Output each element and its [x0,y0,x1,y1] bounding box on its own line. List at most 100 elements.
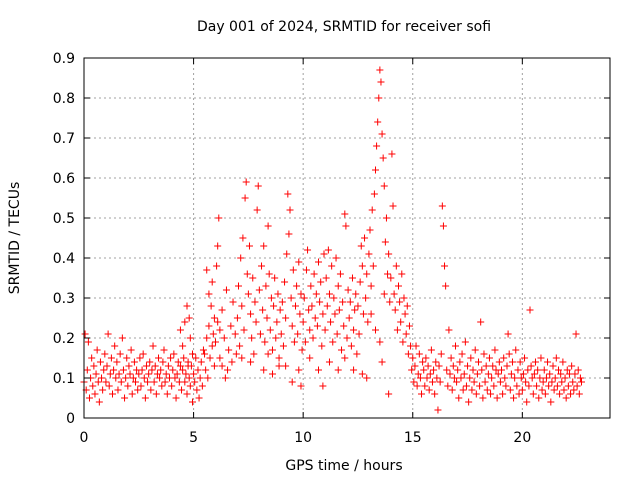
data-point [145,370,153,378]
data-point [289,266,297,274]
data-point [436,378,444,386]
data-point [213,262,221,270]
data-point [425,386,433,394]
data-point [350,366,358,374]
data-point [564,382,572,390]
data-point [184,362,192,370]
data-point [370,190,378,198]
x-tick-label: 10 [294,430,312,446]
data-point [238,302,246,310]
data-point [270,302,278,310]
data-point [521,354,529,362]
data-point [395,282,403,290]
data-point [441,262,449,270]
data-point [506,386,514,394]
data-point [286,206,294,214]
data-point [393,326,401,334]
data-point [141,394,149,402]
data-point [214,318,222,326]
y-tick-label: 0.3 [53,291,75,307]
data-point [405,322,413,330]
data-point [338,346,346,354]
data-point [117,378,125,386]
data-point [550,386,558,394]
data-point [325,290,333,298]
data-point [140,374,148,382]
data-point [205,290,213,298]
data-point [84,338,92,346]
data-point [210,362,218,370]
data-point [81,330,89,338]
data-point [493,394,501,402]
data-point [381,238,389,246]
data-point [137,382,145,390]
data-point [422,354,430,362]
data-point [258,262,266,270]
data-point [341,210,349,218]
data-point [576,374,584,382]
data-point [380,290,388,298]
data-point [255,286,263,294]
data-point [173,370,181,378]
data-point [484,370,492,378]
data-point [83,366,91,374]
data-point [535,394,543,402]
data-point [209,330,217,338]
data-point [229,298,237,306]
data-point [400,294,408,302]
data-point [272,334,280,342]
data-point [144,378,152,386]
data-point [385,250,393,258]
data-point [146,358,154,366]
data-point [445,326,453,334]
data-point [136,354,144,362]
data-point [203,266,211,274]
data-point [414,370,422,378]
data-point [262,282,270,290]
data-point [254,182,262,190]
data-point [125,362,133,370]
data-point [181,318,189,326]
data-point [350,326,358,334]
data-point [242,178,250,186]
data-point [297,290,305,298]
data-point [168,382,176,390]
data-points [80,66,586,414]
data-point [519,370,527,378]
data-point [552,354,560,362]
data-point [556,390,564,398]
data-point [176,326,184,334]
y-tick-label: 0.1 [53,371,75,387]
data-point [481,378,489,386]
data-point [567,390,575,398]
data-point [558,378,566,386]
data-point [496,378,504,386]
data-point [164,362,172,370]
data-point [102,378,110,386]
data-point [178,386,186,394]
data-point [116,350,124,358]
data-point [315,366,323,374]
data-point [138,366,146,374]
data-point [501,374,509,382]
data-point [315,258,323,266]
data-point [106,370,114,378]
data-point [373,142,381,150]
data-point [251,298,259,306]
data-point [357,242,365,250]
data-point [179,342,187,350]
data-point [460,370,468,378]
data-point [495,358,503,366]
data-point [473,370,481,378]
data-point [530,370,538,378]
data-point [331,310,339,318]
data-point [91,390,99,398]
data-point [574,366,582,374]
data-point [228,358,236,366]
data-point [434,406,442,414]
data-point [467,354,475,362]
data-point [183,302,191,310]
data-point [573,382,581,390]
data-point [329,338,337,346]
